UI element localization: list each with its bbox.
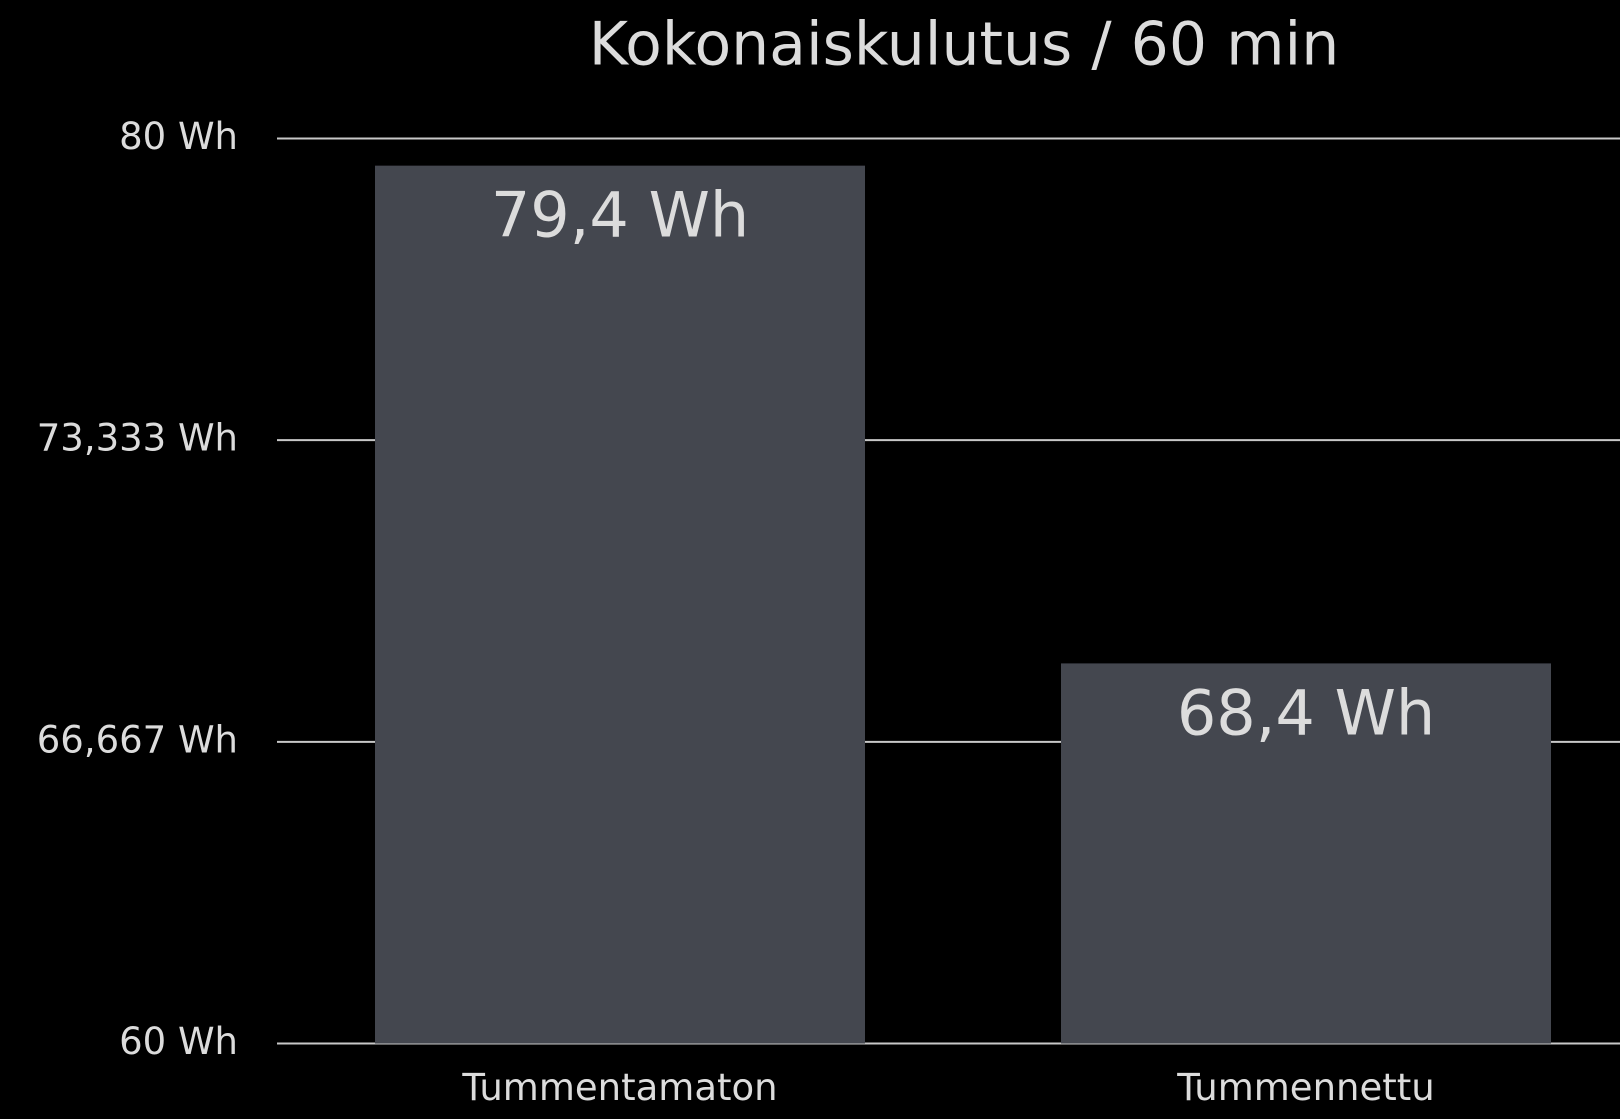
bar bbox=[375, 165, 865, 1044]
value-label: 68,4 Wh bbox=[1177, 676, 1435, 749]
x-tick-label: Tummentamaton bbox=[461, 1066, 777, 1109]
y-tick-label: 60 Wh bbox=[119, 1020, 238, 1063]
chart-title: Kokonaiskulutus / 60 min bbox=[589, 10, 1339, 80]
y-tick-label: 80 Wh bbox=[119, 115, 238, 158]
x-tick-label: Tummennettu bbox=[1176, 1066, 1434, 1109]
bar bbox=[1061, 663, 1551, 1044]
y-tick-label: 73,333 Wh bbox=[37, 417, 238, 460]
value-label: 79,4 Wh bbox=[491, 179, 749, 252]
y-tick-label: 66,667 Wh bbox=[37, 718, 238, 761]
